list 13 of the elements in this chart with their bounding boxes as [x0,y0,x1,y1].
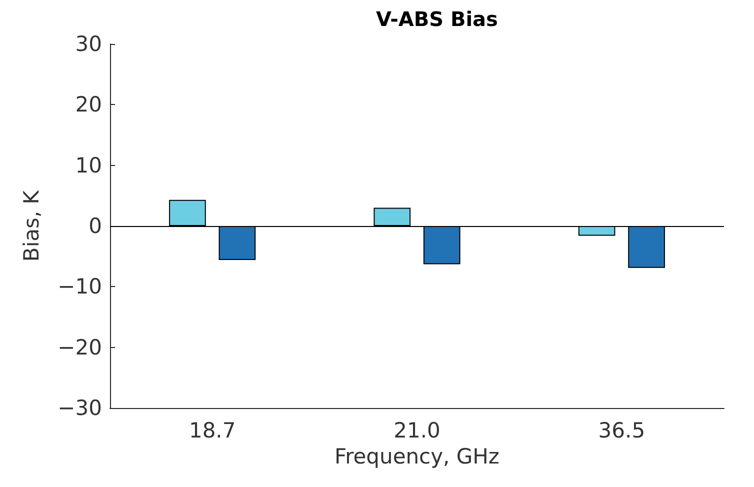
y-tick-label: −20 [58,335,102,360]
x-tick-label: 36.5 [598,418,646,442]
y-axis-title: Bias, K [20,189,44,262]
x-axis-title: Frequency, GHz [334,444,500,468]
y-tick-label: −30 [58,396,102,420]
y-tick-label: 20 [75,92,102,117]
y-tick-label: −10 [58,274,102,299]
y-tick-label: 10 [75,153,102,178]
y-tick-label: 30 [75,32,102,56]
chart-title: V-ABS Bias [376,7,498,31]
x-tick-label: 21.0 [394,418,440,442]
y-tick-label: 0 [88,214,102,238]
x-tick-label: 18.7 [188,418,236,442]
